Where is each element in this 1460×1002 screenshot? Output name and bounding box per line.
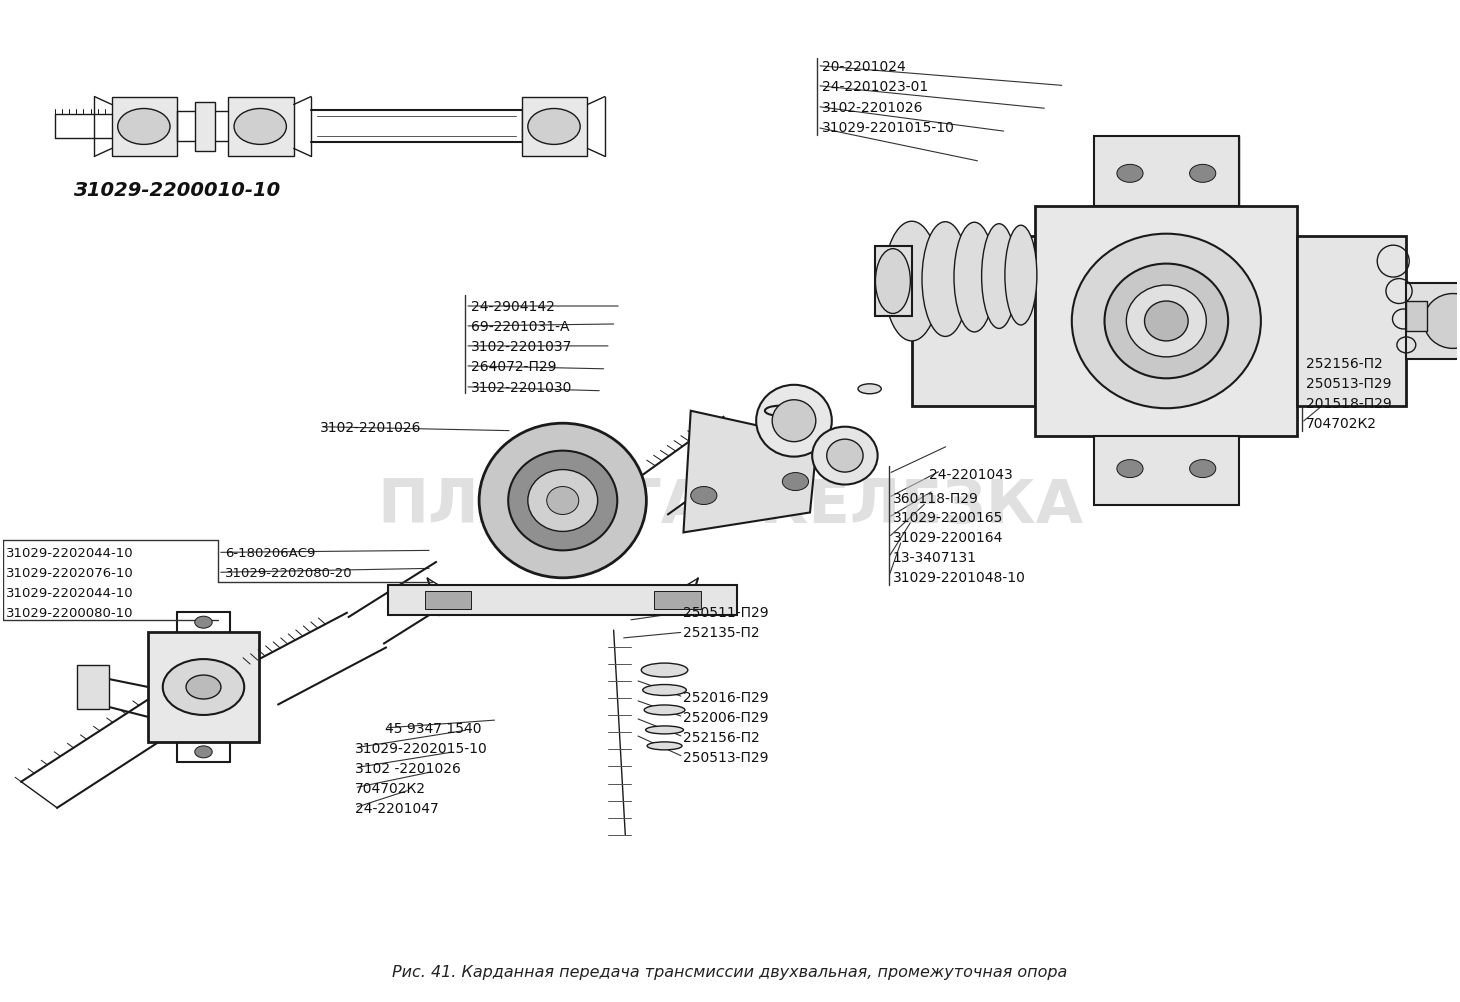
Text: 252156-П2: 252156-П2 xyxy=(683,730,761,744)
Bar xyxy=(1406,284,1460,360)
Ellipse shape xyxy=(508,451,618,551)
Bar xyxy=(149,632,258,742)
Text: 252016-П29: 252016-П29 xyxy=(683,690,769,704)
Text: 704702К2: 704702К2 xyxy=(1305,416,1377,430)
Ellipse shape xyxy=(1004,226,1037,326)
Text: 31029-2201048-10: 31029-2201048-10 xyxy=(894,571,1026,585)
Ellipse shape xyxy=(1126,286,1206,358)
Text: 704702К2: 704702К2 xyxy=(355,781,426,795)
Text: З1029-2200010-10: З1029-2200010-10 xyxy=(73,180,280,199)
Ellipse shape xyxy=(772,401,816,442)
Circle shape xyxy=(162,659,244,715)
Text: 252006-П29: 252006-П29 xyxy=(683,710,769,724)
Ellipse shape xyxy=(885,222,939,342)
Text: Рис. 41. Карданная передача трансмиссии двухвальная, промежуточная опора: Рис. 41. Карданная передача трансмиссии … xyxy=(393,964,1067,979)
Text: ПЛАНЕТА-ЖЕЛЕЗКА: ПЛАНЕТА-ЖЕЛЕЗКА xyxy=(377,477,1083,535)
Ellipse shape xyxy=(645,726,683,734)
Bar xyxy=(654,591,701,609)
Bar xyxy=(1298,236,1406,407)
Text: 3102-2201026: 3102-2201026 xyxy=(320,420,422,434)
Text: 24-2904142: 24-2904142 xyxy=(472,300,555,314)
Circle shape xyxy=(118,109,169,145)
Ellipse shape xyxy=(644,705,685,715)
Ellipse shape xyxy=(641,663,688,677)
Polygon shape xyxy=(683,411,818,533)
Text: 31029-2202080-20: 31029-2202080-20 xyxy=(225,566,353,579)
Text: 252135-П2: 252135-П2 xyxy=(683,625,761,639)
Ellipse shape xyxy=(546,487,578,515)
Bar xyxy=(228,97,293,157)
Bar xyxy=(77,665,110,709)
Circle shape xyxy=(194,616,212,628)
Circle shape xyxy=(1117,165,1143,183)
Ellipse shape xyxy=(1072,234,1261,409)
Text: 69-2201031-А: 69-2201031-А xyxy=(472,320,569,334)
Bar xyxy=(425,591,472,609)
Text: 3102-2201026: 3102-2201026 xyxy=(822,100,923,114)
Text: 360118-П29: 360118-П29 xyxy=(894,491,978,505)
Ellipse shape xyxy=(642,684,686,695)
Circle shape xyxy=(1190,460,1216,478)
Text: 24-2201023-01: 24-2201023-01 xyxy=(822,79,929,93)
Text: 24-2201043: 24-2201043 xyxy=(929,467,1013,481)
Circle shape xyxy=(234,109,286,145)
Text: 3102 -2201026: 3102 -2201026 xyxy=(355,762,460,775)
Circle shape xyxy=(1117,460,1143,478)
Text: 31029-2202044-10: 31029-2202044-10 xyxy=(6,546,133,559)
Ellipse shape xyxy=(812,427,877,485)
Bar xyxy=(1094,137,1240,207)
Ellipse shape xyxy=(479,424,647,578)
Ellipse shape xyxy=(876,249,911,315)
Bar xyxy=(1035,207,1298,436)
Bar xyxy=(912,236,1035,407)
Text: 201518-П29: 201518-П29 xyxy=(1305,397,1391,411)
Ellipse shape xyxy=(1424,295,1460,349)
Text: 31029-2201015-10: 31029-2201015-10 xyxy=(822,121,955,135)
Text: 31029-2200165: 31029-2200165 xyxy=(894,511,1003,525)
Ellipse shape xyxy=(826,440,863,473)
Ellipse shape xyxy=(1105,265,1228,379)
Circle shape xyxy=(185,675,220,699)
Bar xyxy=(1094,436,1240,506)
Bar xyxy=(388,586,737,615)
Text: 250513-П29: 250513-П29 xyxy=(683,750,769,765)
Ellipse shape xyxy=(756,386,832,457)
Ellipse shape xyxy=(647,742,682,750)
Ellipse shape xyxy=(529,470,597,532)
Text: 250511-П29: 250511-П29 xyxy=(683,605,769,619)
Text: 45 9347 1540: 45 9347 1540 xyxy=(385,721,482,735)
Ellipse shape xyxy=(1145,302,1188,342)
Text: 252156-П2: 252156-П2 xyxy=(1305,357,1383,371)
Text: 264072-П29: 264072-П29 xyxy=(472,360,556,374)
Text: 3102-2201030: 3102-2201030 xyxy=(472,381,572,395)
Text: 6-180206АС9: 6-180206АС9 xyxy=(225,546,315,559)
Circle shape xyxy=(194,746,212,759)
Bar xyxy=(112,97,177,157)
Text: 13-3407131: 13-3407131 xyxy=(894,551,977,565)
Bar xyxy=(1406,302,1426,332)
Text: 31029-2202076-10: 31029-2202076-10 xyxy=(6,566,133,579)
Ellipse shape xyxy=(953,223,994,333)
Text: 24-2201047: 24-2201047 xyxy=(355,801,438,815)
Circle shape xyxy=(691,487,717,505)
Text: 20-2201024: 20-2201024 xyxy=(822,59,905,73)
Circle shape xyxy=(529,109,580,145)
Text: 3102-2201037: 3102-2201037 xyxy=(472,340,572,354)
Bar xyxy=(523,97,587,157)
Text: 31029-2202015-10: 31029-2202015-10 xyxy=(355,741,488,756)
Text: 250513-П29: 250513-П29 xyxy=(1305,377,1391,391)
Circle shape xyxy=(1190,165,1216,183)
Ellipse shape xyxy=(981,224,1016,329)
Bar xyxy=(194,102,215,152)
Ellipse shape xyxy=(858,385,882,395)
Text: 31029-2202044-10: 31029-2202044-10 xyxy=(6,586,133,599)
Text: 31029-2200080-10: 31029-2200080-10 xyxy=(6,606,133,619)
Text: 31029-2200164: 31029-2200164 xyxy=(894,531,1003,545)
Circle shape xyxy=(783,473,809,491)
Bar xyxy=(876,246,912,317)
Ellipse shape xyxy=(921,222,968,337)
